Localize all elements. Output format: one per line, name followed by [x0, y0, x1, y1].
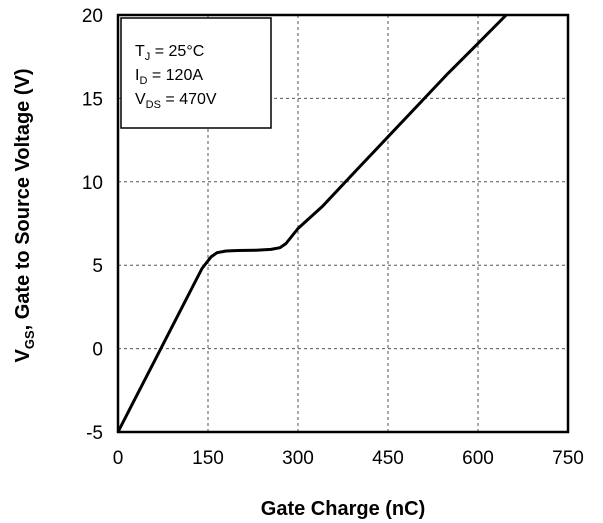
series-group [116, 13, 508, 433]
y-tick-label: 20 [82, 6, 103, 27]
x-tick-label: 600 [462, 448, 494, 469]
x-tick-label: 750 [552, 448, 584, 469]
y-tick-label: -5 [86, 423, 103, 444]
legend-box [120, 17, 272, 129]
y-tick-label: 0 [92, 340, 103, 361]
y-tick-labels: -5 0 5 10 15 20 [82, 6, 103, 444]
legend-line: ID = 120A [135, 67, 203, 87]
x-tick-labels: 0 150 300 450 600 750 [113, 448, 584, 469]
legend-line: VDS = 470V [135, 91, 217, 111]
y-tick-label: 15 [82, 89, 103, 110]
y-tick-label: 5 [92, 256, 103, 277]
conditions-legend: TJ = 25°C ID = 120A VDS = 470V [120, 17, 272, 129]
x-axis-label: Gate Charge (nC) [261, 498, 425, 520]
y-axis-label: VGS, Gate to Source Voltage (V) [12, 68, 37, 362]
x-tick-label: 150 [192, 448, 224, 469]
legend-line: TJ = 25°C [135, 43, 204, 63]
series-line [116, 13, 508, 433]
x-tick-label: 0 [113, 448, 124, 469]
plot-frame [116, 13, 570, 434]
x-tick-label: 300 [282, 448, 314, 469]
y-tick-label: 10 [82, 173, 103, 194]
x-tick-label: 450 [372, 448, 404, 469]
